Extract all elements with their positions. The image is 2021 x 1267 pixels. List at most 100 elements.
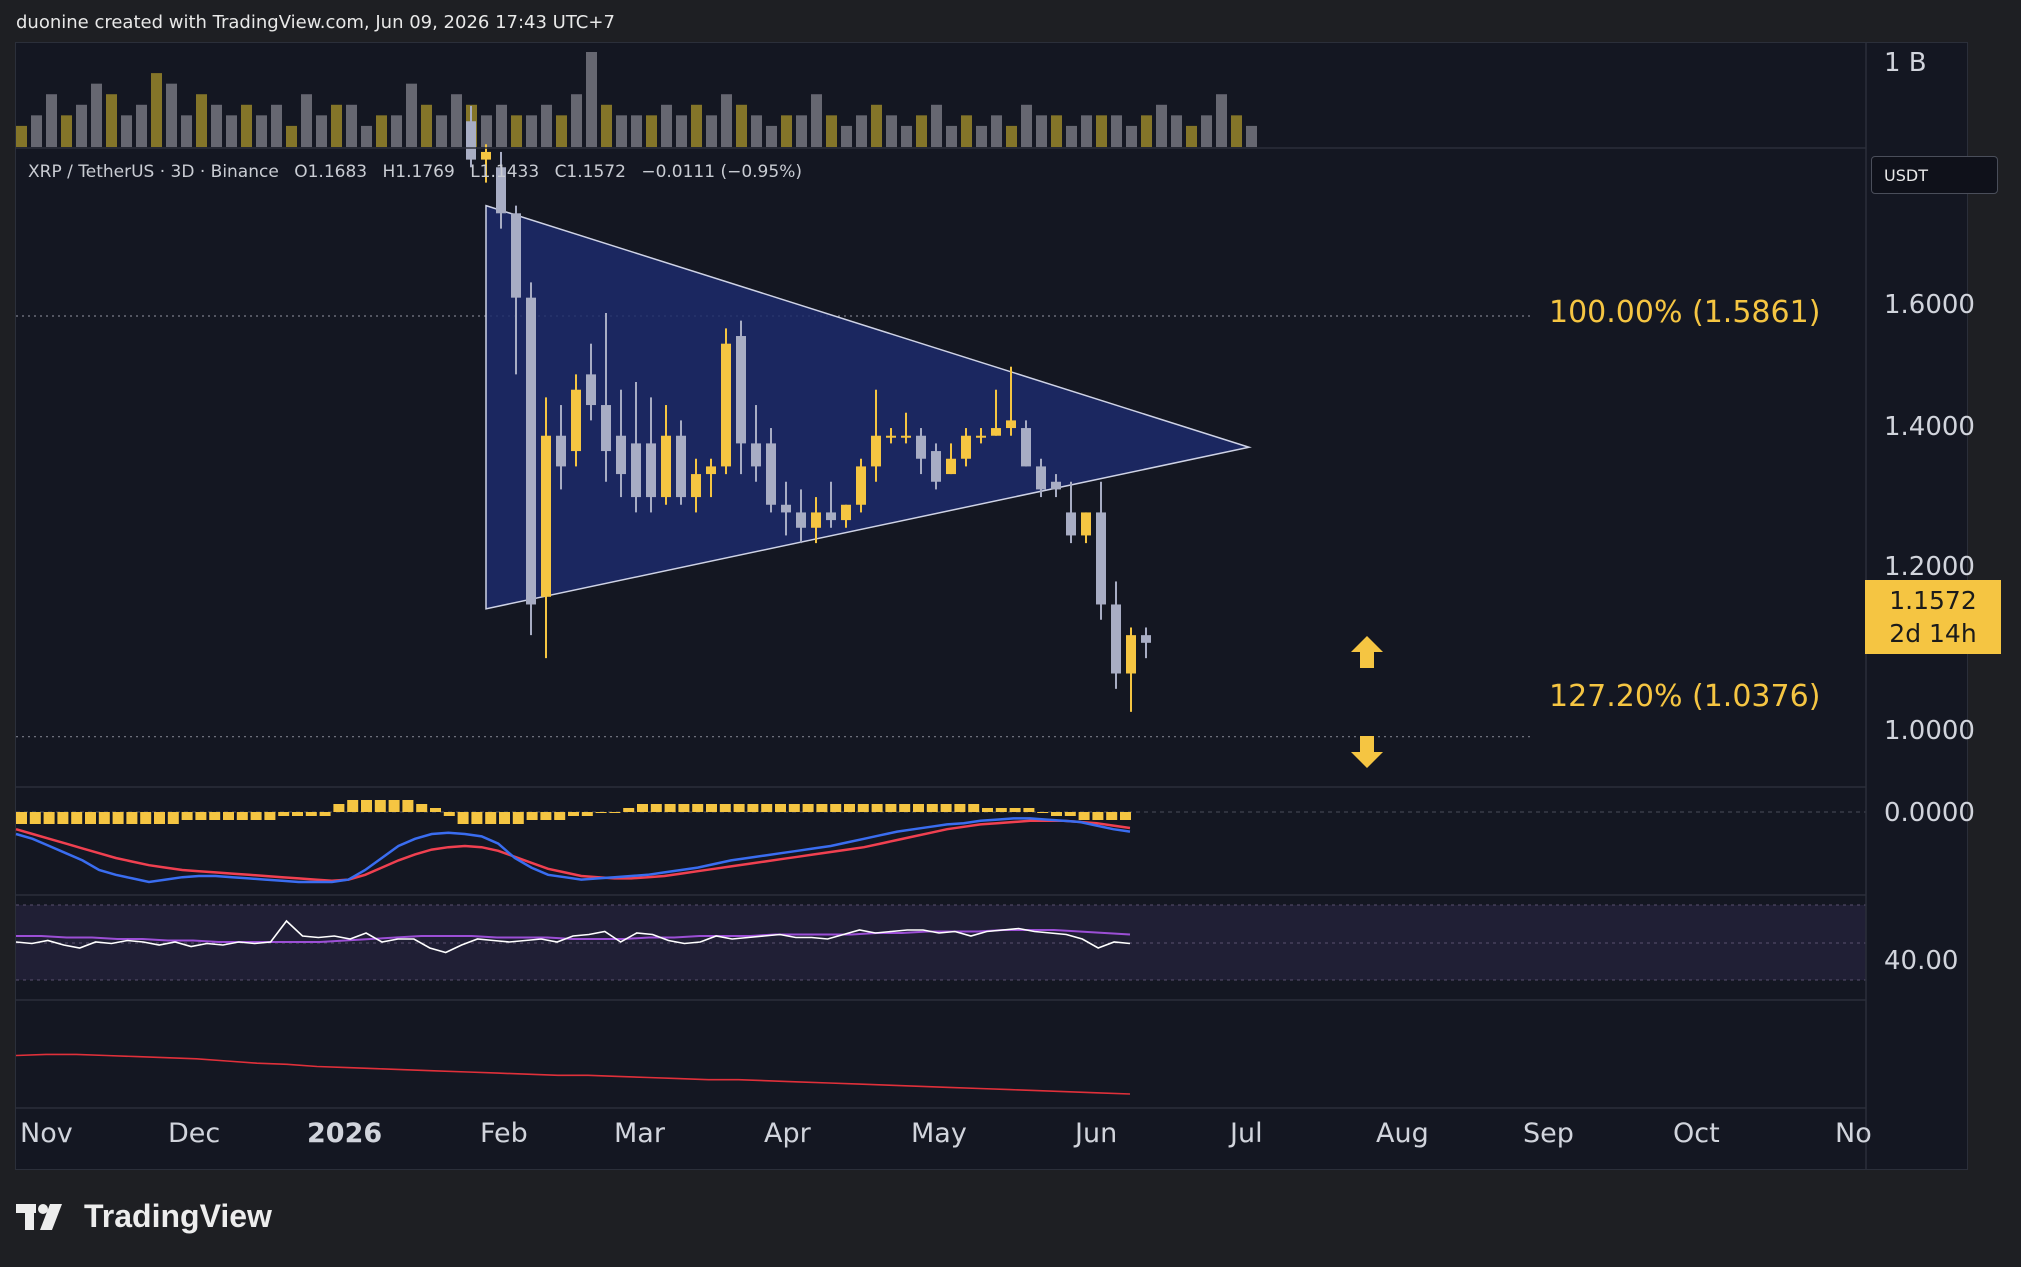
candle-body — [1081, 512, 1091, 536]
volume-bar — [751, 115, 762, 147]
symbol-legend: XRP / TetherUS · 3D · Binance O1.1683 H1… — [28, 162, 812, 182]
x-tick-aug: Aug — [1376, 1118, 1429, 1149]
rsi-ma-line — [16, 929, 1131, 943]
candle-body — [826, 512, 836, 521]
macd-histogram-bar — [457, 812, 469, 824]
volume-bar — [811, 94, 822, 147]
volume-bar — [796, 115, 807, 147]
volume-bar — [1036, 115, 1047, 147]
macd-histogram-bar — [747, 804, 759, 812]
lower-indicator-pane — [15, 1053, 1131, 1095]
macd-histogram-bar — [733, 804, 745, 812]
macd-histogram-bar — [857, 804, 869, 812]
candle-body — [466, 121, 476, 160]
price-tick-label: 1.0000 — [1884, 716, 1975, 746]
volume-bar — [391, 115, 402, 147]
macd-histogram-bar — [595, 812, 607, 813]
macd-histogram-bar — [292, 812, 303, 816]
candle-body — [706, 466, 716, 475]
brand[interactable]: TradingView — [16, 1198, 272, 1235]
macd-histogram-bar — [1037, 812, 1049, 813]
volume-bar — [211, 104, 222, 147]
macd-histogram-bar — [347, 800, 359, 812]
volume-bar — [781, 115, 792, 147]
macd-histogram-bar — [236, 812, 248, 820]
price-tick-label: 1.6000 — [1884, 290, 1975, 320]
chart-frame[interactable] — [15, 42, 1968, 1170]
candle-body — [1096, 512, 1106, 605]
macd-histogram-bar — [485, 812, 497, 824]
candle-body — [541, 435, 551, 597]
x-tick-may: May — [911, 1118, 967, 1149]
candle-body — [646, 443, 656, 498]
currency-button[interactable]: USDT — [1871, 156, 1998, 194]
macd-histogram-bar — [430, 808, 441, 812]
volume-bar — [646, 115, 657, 147]
x-tick-nov-next: No — [1835, 1118, 1872, 1149]
macd-histogram-bar — [581, 812, 593, 816]
volume-bar — [436, 115, 447, 147]
macd-histogram-bar — [761, 804, 773, 812]
volume-bar — [46, 94, 57, 147]
volume-bar — [676, 115, 687, 147]
macd-histogram-bar — [995, 808, 1007, 812]
candle-body — [586, 374, 596, 406]
price-tick-label: 1.4000 — [1884, 412, 1975, 442]
macd-histogram-bar — [1106, 812, 1118, 820]
macd-histogram-bar — [982, 808, 993, 812]
x-tick-jun: Jun — [1075, 1118, 1118, 1149]
volume-bar — [931, 104, 942, 147]
volume-bar — [991, 115, 1002, 147]
macd-histogram-bar — [664, 804, 676, 812]
macd-histogram-bar — [402, 800, 414, 812]
volume-bar — [16, 125, 27, 147]
candle-body — [1126, 635, 1136, 674]
volume-bar — [1126, 125, 1137, 147]
volume-bar — [346, 104, 357, 147]
volume-bar — [301, 94, 312, 147]
volume-bar — [1231, 115, 1242, 147]
volume-bar — [1156, 104, 1167, 147]
macd-histogram-bar — [57, 812, 69, 824]
macd-histogram-bar — [1023, 808, 1035, 812]
x-tick-sep: Sep — [1523, 1118, 1574, 1149]
volume-bar — [166, 83, 177, 147]
candle-body — [1021, 428, 1031, 467]
volume-bar — [1216, 94, 1227, 147]
candle-body — [781, 504, 791, 513]
volume-bar — [76, 104, 87, 147]
candle-body — [481, 151, 491, 160]
x-tick-jul: Jul — [1230, 1118, 1263, 1149]
legend-close: C1.1572 — [554, 162, 626, 182]
legend-open: O1.1683 — [294, 162, 368, 182]
macd-line — [15, 817, 1131, 884]
triangle-pattern — [485, 204, 1252, 610]
volume-bar — [661, 104, 672, 147]
macd-histogram-bar — [126, 812, 138, 824]
macd-histogram-bar — [181, 812, 193, 820]
volume-bar — [151, 73, 162, 147]
volume-bar — [1186, 125, 1197, 147]
macd-histogram-bar — [195, 812, 207, 820]
rsi-line — [15, 919, 1131, 954]
macd-histogram-bar — [830, 804, 842, 812]
candle-body — [736, 336, 746, 444]
macd-histogram-bar — [844, 804, 855, 812]
macd-histogram-bar — [278, 812, 290, 816]
last-price-countdown: 2d 14h — [1889, 619, 1977, 648]
candle-body — [721, 343, 731, 467]
macd-histogram-bar — [623, 808, 635, 812]
candle-body — [931, 451, 941, 482]
candle-body — [856, 466, 866, 505]
candle-body — [571, 389, 581, 452]
volume-bar — [886, 115, 897, 147]
tradingview-logo-icon — [16, 1203, 62, 1230]
volume-bar — [961, 115, 972, 147]
macd-histogram-bar — [167, 812, 179, 824]
volume-bar — [421, 104, 432, 147]
candle-body — [886, 435, 896, 438]
volume-bar — [1171, 115, 1182, 147]
macd-histogram-bar — [1064, 812, 1076, 816]
volume-bar — [706, 115, 717, 147]
